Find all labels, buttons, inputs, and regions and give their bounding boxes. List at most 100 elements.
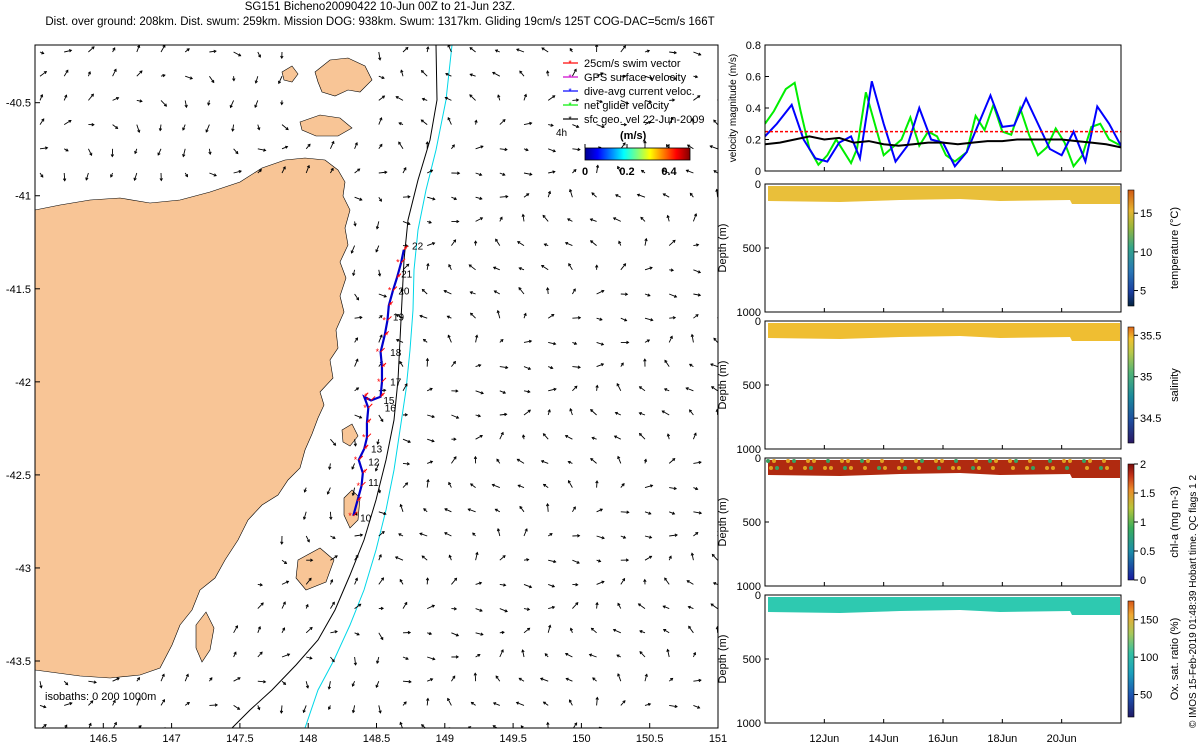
chl-sample: [917, 466, 921, 470]
velocity-arrow: [541, 265, 549, 271]
swim-vector: [367, 403, 373, 409]
chl-sample: [934, 459, 938, 463]
velocity-arrow: [523, 366, 531, 370]
velocity-arrow: [330, 168, 334, 174]
swim-vector: [403, 245, 409, 251]
velocity-arrow: [693, 314, 699, 319]
velocity-arrow: [668, 458, 676, 464]
velocity-arrow-head: [425, 141, 429, 145]
velocity-arrow-head: [235, 151, 239, 155]
velocity-arrow: [692, 433, 697, 440]
velocity-arrow-head: [528, 585, 533, 589]
velocity-arrow: [517, 458, 525, 464]
velocity-arrow-head: [697, 705, 701, 709]
swim-vector: [366, 418, 372, 424]
velocity-arrow-head: [673, 76, 677, 80]
velocity-arrow-head: [590, 409, 594, 413]
velocity-arrow-head: [650, 318, 654, 322]
colorbar-tick-label: 5: [1140, 286, 1146, 298]
velocity-y-tick-label: 0.6: [746, 72, 761, 84]
velocity-arrow-head: [258, 169, 262, 173]
chl-sample: [1065, 466, 1069, 470]
velocity-arrow-head: [403, 701, 407, 705]
velocity-arrow-head: [643, 458, 648, 462]
day-label: 21: [401, 270, 413, 281]
velocity-arrow-head: [354, 577, 359, 581]
velocity-arrow: [596, 99, 603, 103]
velocity-arrow-head: [491, 483, 495, 487]
velocity-arrow: [568, 263, 573, 271]
velocity-arrow-head: [330, 579, 334, 583]
velocity-arrow: [447, 117, 452, 125]
velocity-arrow-head: [492, 71, 496, 75]
swim-vector-marker: *: [385, 330, 389, 340]
velocity-arrow-head: [518, 267, 522, 271]
velocity-arrow-head: [351, 683, 355, 687]
velocity-arrow-head: [493, 290, 497, 294]
velocity-arrow-head: [431, 439, 435, 443]
chl-sample: [1031, 466, 1035, 470]
legend-small-label: 4h: [556, 128, 567, 139]
velocity-arrow-head: [330, 735, 333, 737]
swim-vector: [381, 377, 387, 383]
velocity-arrow-head: [685, 169, 689, 173]
section-plot-area: [765, 184, 1121, 312]
velocity-arrow-head: [722, 74, 724, 77]
velocity-arrow: [596, 317, 603, 321]
velocity-arrow-head: [595, 384, 599, 388]
velocity-arrow: [519, 506, 525, 513]
velocity-arrow: [402, 383, 408, 392]
velocity-arrow-head: [695, 531, 699, 536]
velocity-arrow-head: [451, 144, 455, 148]
velocity-arrow: [355, 730, 359, 736]
section-colorbar-label: chl-a (mg m-3): [1169, 486, 1181, 558]
velocity-arrow: [281, 166, 286, 174]
swim-vector-marker: *: [396, 258, 400, 268]
map-y-tick-label: -42.5: [6, 470, 31, 482]
velocity-arrow-head: [710, 363, 714, 367]
velocity-arrow: [39, 704, 46, 708]
velocity-arrow-head: [575, 583, 579, 587]
velocity-arrow-head: [693, 432, 697, 436]
velocity-arrow: [547, 191, 551, 198]
velocity-arrow-head: [595, 480, 599, 484]
velocity-arrow-head: [453, 239, 457, 243]
velocity-arrow: [523, 627, 530, 634]
velocity-arrow-head: [697, 293, 702, 297]
velocity-arrow-head: [467, 726, 472, 728]
chl-sample: [1105, 466, 1109, 470]
velocity-arrow: [572, 124, 579, 128]
velocity-y-tick-label: 0.2: [746, 135, 761, 147]
velocity-arrow: [692, 118, 694, 125]
velocity-arrow-head: [495, 675, 499, 679]
velocity-arrow-head: [544, 653, 548, 657]
velocity-arrow-head: [672, 239, 676, 243]
velocity-arrow-head: [88, 722, 92, 727]
velocity-arrow-head: [551, 605, 556, 610]
velocity-arrow-head: [504, 609, 508, 613]
velocity-arrow-head: [710, 603, 714, 607]
velocity-arrow-head: [259, 651, 263, 655]
velocity-arrow-head: [280, 541, 284, 545]
section-data-band: [768, 323, 1120, 341]
velocity-arrow: [395, 556, 404, 561]
velocity-arrow: [590, 240, 597, 246]
velocity-arrow: [303, 705, 307, 713]
swim-vector-marker: *: [367, 418, 371, 428]
velocity-arrow-head: [357, 733, 359, 735]
velocity-arrow: [547, 409, 551, 416]
velocity-arrow-head: [672, 730, 674, 732]
velocity-arrow-head: [620, 362, 624, 366]
velocity-arrow-head: [138, 725, 142, 728]
swim-vector: [380, 392, 385, 398]
colorbar-tick-label: 0.2: [619, 166, 634, 178]
velocity-arrow-head: [278, 80, 282, 85]
velocity-arrow: [644, 511, 651, 515]
velocity-arrow-head: [524, 528, 528, 532]
velocity-arrow: [638, 603, 646, 609]
velocity-arrow: [444, 532, 452, 537]
map-x-tick-label: 149: [436, 733, 454, 745]
velocity-arrow: [469, 47, 476, 53]
velocity-arrow-head: [590, 457, 594, 462]
